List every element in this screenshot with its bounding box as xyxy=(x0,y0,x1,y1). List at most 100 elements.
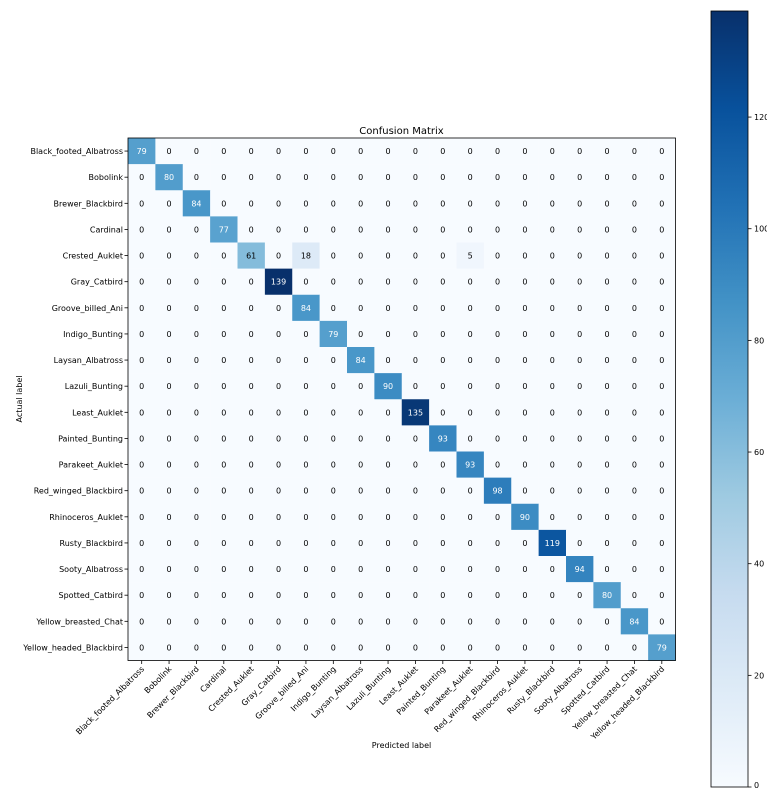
heatmap-cell xyxy=(566,634,594,661)
cell-value-label: 0 xyxy=(139,591,144,600)
cell-value-label: 0 xyxy=(468,173,473,182)
cell-value-label: 18 xyxy=(301,252,311,261)
cell-value-label: 0 xyxy=(495,565,500,574)
heatmap-cell xyxy=(456,503,485,531)
cell-value-label: 0 xyxy=(495,382,500,391)
cell-value-label: 0 xyxy=(386,356,391,365)
cell-value-label: 0 xyxy=(440,382,445,391)
cell-value-labels: 79 0 0 0 0 0 0 0 0 0 0 0 0 0 0 0 0 0 0 0 0 80 0 0 0 0 0 0 0 0 0 0 0 0 0 0 0 0… xyxy=(137,147,667,652)
cell-value-label: 0 xyxy=(413,643,418,652)
heatmap-cell xyxy=(483,634,512,661)
cell-value-label: 0 xyxy=(605,513,610,522)
heatmap-cell xyxy=(456,556,485,583)
heatmap-cell xyxy=(566,138,594,165)
heatmap-cell xyxy=(374,347,403,374)
heatmap-cell xyxy=(429,451,457,478)
x-tick-label: Spotted_Catbird xyxy=(560,665,612,717)
cell-value-label: 0 xyxy=(605,173,610,182)
cell-value-label: 0 xyxy=(577,617,582,626)
heatmap-cell xyxy=(566,294,594,322)
cell-value-label: 0 xyxy=(221,382,226,391)
heatmap-cell xyxy=(292,477,320,505)
heatmap-cell xyxy=(128,634,156,661)
cell-value-label: 0 xyxy=(194,513,199,522)
cell-value-label: 0 xyxy=(413,382,418,391)
heatmap-cell xyxy=(511,320,539,348)
heatmap-cell xyxy=(182,268,211,296)
cell-value-label: 0 xyxy=(194,173,199,182)
cell-value-label: 98 xyxy=(492,487,502,496)
cell-value-label: 0 xyxy=(605,408,610,417)
cell-value-label: 0 xyxy=(550,643,555,652)
cell-value-label: 0 xyxy=(440,513,445,522)
cell-value-label: 0 xyxy=(495,617,500,626)
heatmap-cell xyxy=(620,556,649,583)
heatmap-cell xyxy=(566,451,594,478)
cell-value-label: 0 xyxy=(221,617,226,626)
heatmap-cell xyxy=(264,634,293,661)
cell-value-label: 0 xyxy=(331,225,336,234)
heatmap-cell xyxy=(128,425,156,452)
heatmap-cell xyxy=(566,608,594,635)
heatmap-cell xyxy=(620,608,649,635)
cell-value-label: 0 xyxy=(659,278,664,287)
heatmap-cell xyxy=(429,373,457,400)
cell-value-label: 0 xyxy=(468,617,473,626)
cell-value-label: 0 xyxy=(550,591,555,600)
cell-value-label: 0 xyxy=(331,408,336,417)
heatmap-cell xyxy=(292,242,320,269)
cell-value-label: 0 xyxy=(468,434,473,443)
cell-value-label: 0 xyxy=(522,147,527,156)
cell-value-label: 0 xyxy=(550,278,555,287)
cell-value-label: 0 xyxy=(303,382,308,391)
cell-value-label: 0 xyxy=(605,382,610,391)
cell-value-label: 0 xyxy=(413,278,418,287)
cell-value-label: 0 xyxy=(632,591,637,600)
heatmap-cell xyxy=(128,477,156,505)
cell-value-label: 0 xyxy=(303,565,308,574)
cell-value-label: 0 xyxy=(468,225,473,234)
heatmap-cell xyxy=(210,425,238,452)
cell-value-label: 0 xyxy=(577,225,582,234)
heatmap-cell xyxy=(237,320,266,348)
cell-value-label: 0 xyxy=(276,225,281,234)
cell-value-label: 0 xyxy=(413,225,418,234)
cell-value-label: 0 xyxy=(495,408,500,417)
cell-value-label: 0 xyxy=(249,434,254,443)
heatmap-cell xyxy=(593,425,622,452)
heatmap-cell xyxy=(566,268,594,296)
x-tick-label: Sooty_Albatross xyxy=(533,665,585,717)
heatmap-cell xyxy=(210,190,238,217)
y-tick-label: Rusty_Blackbird xyxy=(60,539,123,548)
heatmap-cell xyxy=(128,216,156,243)
cell-value-label: 0 xyxy=(550,513,555,522)
heatmap-cell xyxy=(456,242,485,269)
heatmap-cell xyxy=(620,373,649,400)
heatmap-cell xyxy=(155,634,184,661)
heatmap-cell xyxy=(182,164,211,191)
cell-value-label: 0 xyxy=(167,199,172,208)
cell-value-label: 84 xyxy=(301,304,311,313)
cell-value-label: 0 xyxy=(550,330,555,339)
heatmap-cell xyxy=(620,634,649,661)
cell-value-label: 0 xyxy=(522,591,527,600)
heatmap-cell xyxy=(620,503,649,531)
cell-value-label: 0 xyxy=(386,513,391,522)
y-tick-label: Cardinal xyxy=(90,225,123,234)
heatmap-cell xyxy=(347,242,375,269)
heatmap-cell xyxy=(538,268,567,296)
cell-value-label: 0 xyxy=(468,643,473,652)
cell-value-label: 0 xyxy=(468,199,473,208)
cell-value-label: 0 xyxy=(221,278,226,287)
heatmap-cell xyxy=(483,608,512,635)
heatmap-cell xyxy=(292,634,320,661)
heatmap-cell xyxy=(483,320,512,348)
heatmap-cell xyxy=(347,373,375,400)
cell-value-label: 0 xyxy=(440,356,445,365)
cell-value-label: 0 xyxy=(495,591,500,600)
heatmap-cell xyxy=(511,294,539,322)
cell-value-label: 0 xyxy=(331,304,336,313)
cell-value-label: 0 xyxy=(303,330,308,339)
cell-value-label: 0 xyxy=(632,434,637,443)
cell-value-label: 0 xyxy=(659,565,664,574)
